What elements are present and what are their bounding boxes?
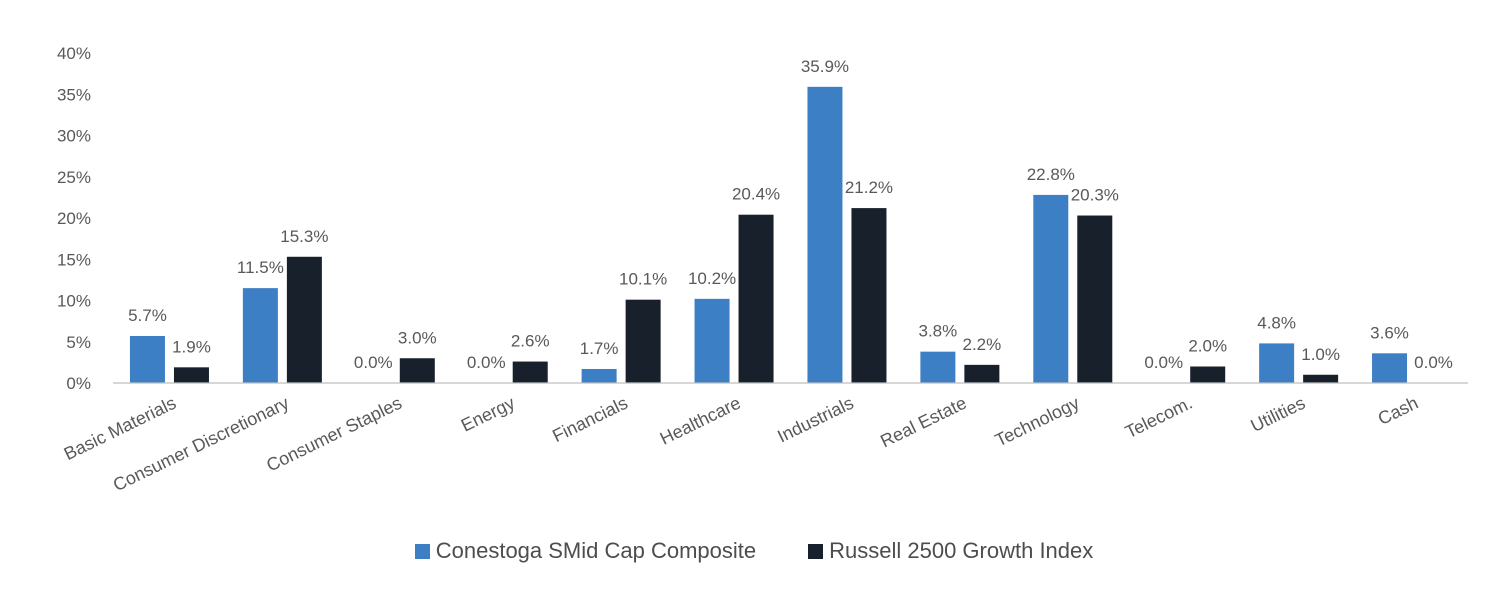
x-tick-label-telecom: Telecom. [1122,393,1196,443]
y-tick-label-7: 35% [57,85,91,104]
bar-russell-real-estate [964,364,1000,383]
y-tick-label-0: 0% [66,374,91,393]
bar-conestoga-cash [1372,353,1408,383]
bar-russell-telecom [1190,366,1226,383]
legend: Conestoga SMid Cap Composite Russell 250… [0,538,1508,564]
bar-conestoga-consumer-discretionary [242,288,278,383]
y-tick-label-8: 40% [57,44,91,63]
bar-conestoga-technology [1033,194,1069,383]
data-label-russell-industrials: 21.2% [845,178,893,197]
data-label-russell-consumer-staples: 3.0% [398,328,437,347]
data-label-conestoga-telecom: 0.0% [1144,353,1183,372]
bar-russell-industrials [851,208,887,383]
x-tick-label-technology: Technology [992,393,1083,451]
y-tick-label-4: 20% [57,209,91,228]
data-label-conestoga-energy: 0.0% [467,353,506,372]
data-label-conestoga-consumer-staples: 0.0% [354,353,393,372]
data-label-russell-real-estate: 2.2% [963,335,1002,354]
x-tick-label-utilities: Utilities [1247,393,1308,436]
bar-russell-basic-materials [173,367,209,383]
bar-russell-financials [625,299,661,383]
bar-russell-consumer-discretionary [286,256,322,383]
bar-conestoga-industrials [807,86,843,383]
bar-conestoga-basic-materials [129,335,165,383]
bar-russell-utilities [1303,374,1339,383]
x-tick-label-healthcare: Healthcare [657,393,744,449]
bar-russell-consumer-staples [399,358,435,383]
bar-conestoga-healthcare [694,298,730,383]
data-label-conestoga-industrials: 35.9% [801,57,849,76]
data-label-conestoga-financials: 1.7% [580,339,619,358]
y-tick-label-2: 10% [57,292,91,311]
legend-swatch-conestoga [414,543,430,559]
bar-conestoga-financials [581,368,617,383]
legend-swatch-russell [808,543,824,559]
data-label-russell-financials: 10.1% [619,270,667,289]
legend-label-russell: Russell 2500 Growth Index [829,538,1094,563]
y-tick-label-3: 15% [57,250,91,269]
legend-item-russell[interactable]: Russell 2500 Growth Index [808,538,1093,564]
data-label-russell-healthcare: 20.4% [732,185,780,204]
x-tick-label-real-estate: Real Estate [877,393,969,452]
legend-item-conestoga[interactable]: Conestoga SMid Cap Composite [414,538,757,564]
bar-russell-technology [1077,215,1113,383]
bar-russell-energy [512,361,548,383]
data-label-russell-cash: 0.0% [1414,353,1453,372]
data-label-conestoga-cash: 3.6% [1370,323,1409,342]
bar-russell-healthcare [738,214,774,383]
data-label-russell-utilities: 1.0% [1301,345,1340,364]
data-label-conestoga-technology: 22.8% [1027,165,1075,184]
x-tick-label-energy: Energy [458,393,518,436]
data-label-russell-consumer-discretionary: 15.3% [280,227,328,246]
data-label-conestoga-basic-materials: 5.7% [128,306,167,325]
bar-conestoga-utilities [1259,343,1295,383]
y-axis: 0% 5% 10% 15% 20% 25% 30% 35% 40% [57,44,91,393]
legend-label-conestoga: Conestoga SMid Cap Composite [435,538,757,563]
y-tick-label-5: 25% [57,168,91,187]
y-tick-label-1: 5% [66,333,91,352]
bars [129,86,1408,383]
bar-chart: 0% 5% 10% 15% 20% 25% 30% 35% 40% 5.7% 1.9% 11.5% 1… [57,44,1468,496]
data-label-conestoga-healthcare: 10.2% [688,269,736,288]
data-label-conestoga-utilities: 4.8% [1257,313,1296,332]
x-tick-label-industrials: Industrials [774,393,857,447]
x-tick-label-cash: Cash [1375,393,1422,429]
data-label-russell-basic-materials: 1.9% [172,337,211,356]
data-labels: 5.7% 1.9% 11.5% 15.3% 0.0% 3.0% 0.0% 2.6% 1.7% 10… [128,57,1453,372]
y-tick-label-6: 30% [57,127,91,146]
data-label-russell-energy: 2.6% [511,332,550,351]
bar-conestoga-real-estate [920,351,956,383]
data-label-conestoga-real-estate: 3.8% [919,322,958,341]
x-tick-label-financials: Financials [549,393,631,447]
data-label-russell-technology: 20.3% [1071,186,1119,205]
data-label-conestoga-consumer-discretionary: 11.5% [237,258,284,277]
data-label-russell-telecom: 2.0% [1188,337,1227,356]
